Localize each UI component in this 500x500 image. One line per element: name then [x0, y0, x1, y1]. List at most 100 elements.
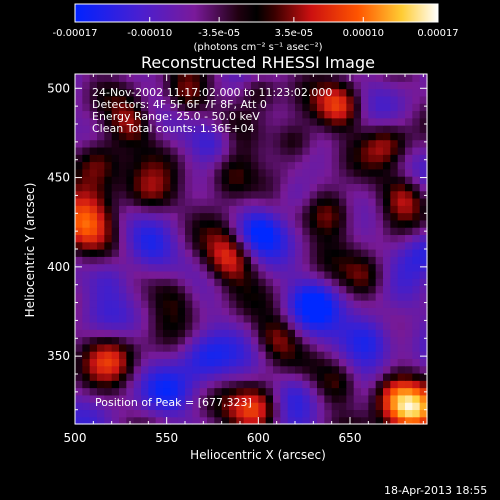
heatmap-cell — [280, 125, 289, 133]
heatmap-cell — [236, 183, 245, 192]
heatmap-cell — [324, 74, 333, 82]
heatmap-cell — [375, 110, 384, 119]
heatmap-cell — [287, 394, 296, 403]
heatmap-cell — [361, 270, 369, 279]
heatmap-cell — [287, 270, 296, 279]
heatmap-cell — [148, 125, 157, 133]
heatmap-cell — [243, 103, 252, 112]
heatmap-cell — [419, 197, 428, 206]
heatmap-cell — [258, 205, 267, 214]
heatmap-cell — [280, 110, 289, 119]
heatmap-cell — [148, 197, 157, 206]
heatmap-cell — [339, 183, 347, 192]
heatmap-cell — [346, 139, 355, 148]
heatmap-cell — [353, 321, 362, 330]
heatmap-cell — [170, 74, 179, 82]
heatmap-cell — [111, 380, 120, 389]
heatmap-cell — [111, 183, 120, 192]
heatmap-cell — [273, 270, 281, 279]
heatmap-cell — [317, 416, 325, 425]
heatmap-cell — [207, 307, 215, 316]
heatmap-cell — [317, 234, 325, 243]
heatmap-cell — [339, 212, 347, 221]
heatmap-cell — [126, 365, 135, 374]
heatmap-cell — [155, 300, 164, 308]
heatmap-cell — [82, 409, 91, 418]
heatmap-cell — [397, 74, 406, 82]
heatmap-cell — [412, 103, 421, 112]
heatmap-cell — [82, 249, 91, 257]
heatmap-cell — [397, 168, 406, 177]
heatmap-cell — [339, 358, 347, 367]
heatmap-cell — [229, 110, 237, 119]
heatmap-cell — [405, 139, 413, 148]
heatmap-cell — [368, 285, 377, 294]
heatmap-cell — [258, 117, 267, 126]
heatmap-cell — [141, 387, 149, 396]
heatmap-cell — [82, 372, 91, 381]
heatmap-cell — [148, 263, 157, 272]
heatmap-cell — [353, 125, 362, 133]
heatmap-cell — [302, 249, 311, 257]
heatmap-cell — [368, 103, 377, 112]
heatmap-cell — [397, 270, 406, 279]
heatmap-cell — [302, 241, 311, 250]
heatmap-cell — [126, 278, 135, 287]
heatmap-cell — [229, 321, 237, 330]
heatmap-cell — [236, 74, 245, 82]
heatmap-cell — [331, 387, 340, 396]
heatmap-cell — [397, 321, 406, 330]
heatmap-cell — [163, 154, 171, 163]
heatmap-cell — [353, 329, 362, 338]
heatmap-cell — [141, 321, 149, 330]
heatmap-cell — [339, 372, 347, 381]
heatmap-cell — [302, 103, 311, 112]
heatmap-cell — [75, 292, 83, 301]
heatmap-cell — [199, 249, 208, 257]
heatmap-cell — [192, 372, 201, 381]
heatmap-cell — [82, 212, 91, 221]
heatmap-cell — [126, 402, 135, 411]
heatmap-cell — [163, 307, 171, 316]
heatmap-cell — [141, 394, 149, 403]
heatmap-cell — [82, 227, 91, 236]
heatmap-cell — [133, 103, 142, 112]
heatmap-cell — [405, 329, 413, 338]
heatmap-cell — [229, 74, 237, 82]
heatmap-cell — [236, 278, 245, 287]
heatmap-cell — [243, 292, 252, 301]
heatmap-cell — [82, 74, 91, 82]
heatmap-cell — [104, 197, 113, 206]
heatmap-cell — [287, 161, 296, 170]
heatmap-cell — [148, 351, 157, 359]
heatmap-cell — [148, 146, 157, 155]
heatmap-cell — [111, 358, 120, 367]
heatmap-cell — [383, 190, 391, 199]
heatmap-cell — [185, 125, 193, 133]
heatmap-cell — [236, 263, 245, 272]
heatmap-cell — [375, 416, 384, 425]
heatmap-cell — [295, 227, 303, 236]
heatmap-cell — [207, 241, 215, 250]
heatmap-cell — [331, 249, 340, 257]
heatmap-cell — [309, 409, 318, 418]
heatmap-cell — [295, 416, 303, 425]
heatmap-cell — [331, 321, 340, 330]
heatmap-cell — [353, 270, 362, 279]
heatmap-cell — [309, 110, 318, 119]
heatmap-cell — [287, 285, 296, 294]
heatmap-cell — [368, 351, 377, 359]
heatmap-cell — [104, 300, 113, 308]
heatmap-cell — [309, 270, 318, 279]
heatmap-cell — [368, 227, 377, 236]
heatmap-cell — [119, 394, 127, 403]
heatmap-cell — [89, 372, 98, 381]
heatmap-cell — [148, 292, 157, 301]
heatmap-cell — [251, 132, 259, 141]
heatmap-cell — [419, 168, 428, 177]
heatmap-cell — [133, 161, 142, 170]
heatmap-cell — [412, 351, 421, 359]
heatmap-cell — [346, 125, 355, 133]
heatmap-cell — [419, 95, 428, 104]
heatmap-cell — [273, 227, 281, 236]
